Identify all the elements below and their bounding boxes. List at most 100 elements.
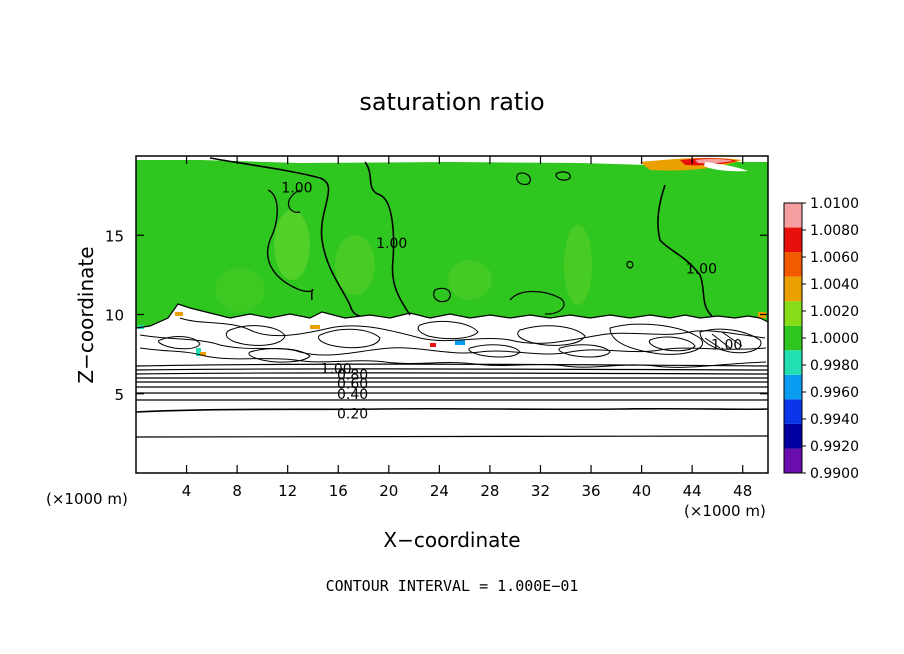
contour-label: 0.40 — [337, 387, 368, 403]
x-tick-label: 8 — [232, 482, 242, 500]
orange-speck — [200, 352, 206, 356]
contour-line-1.00 — [555, 171, 571, 181]
x-tick-label: 36 — [581, 482, 600, 500]
colorbar-swatch — [784, 399, 802, 424]
light-green-patch — [448, 260, 492, 300]
x-tick-label: 4 — [182, 482, 192, 500]
colorbar: 0.9900 0.9920 0.9940 0.9960 0.9980 1.0000 1.00… — [783, 196, 859, 482]
contour-label: 1.00 — [711, 338, 742, 354]
colorbar-label: 0.9960 — [810, 385, 859, 401]
contour-line-1.00 — [509, 290, 565, 315]
x-axis-label: X−coordinate — [383, 528, 520, 552]
colorbar-swatch — [784, 423, 802, 449]
contour-label: 1.00 — [281, 181, 312, 197]
light-green-patch — [274, 210, 310, 280]
light-green-patch — [215, 268, 265, 312]
contour-label: 1.00 — [321, 361, 352, 377]
top-white-band — [136, 156, 768, 165]
cloud-contour — [139, 347, 767, 368]
cloud-contour — [317, 328, 381, 349]
cloud-contour — [468, 344, 521, 358]
top-pink-streak — [695, 158, 733, 164]
light-green-patch — [564, 225, 592, 305]
colorbar-label: 0.9900 — [810, 466, 859, 482]
x-tick-label: 12 — [278, 482, 297, 500]
contour-line — [136, 372, 768, 375]
z-axis-unit-right: (×1000 m) — [684, 502, 766, 520]
cloud-contour — [517, 325, 586, 346]
cyan-speck — [455, 340, 465, 345]
colorbar-label: 1.0000 — [810, 331, 859, 347]
z-tick-label: 15 — [105, 227, 124, 245]
contour-line-1.00 — [287, 189, 301, 213]
z-tick-label: 10 — [105, 307, 124, 325]
contour-line — [136, 407, 768, 413]
cloud-boundary-line — [136, 303, 768, 329]
contour-label: 0.60 — [337, 376, 368, 392]
colorbar-label: 1.0040 — [810, 277, 859, 293]
contour-line-1.00 — [433, 287, 451, 303]
cloud-contour — [417, 320, 479, 340]
colorbar-swatch — [784, 227, 802, 253]
cloud-contour — [179, 317, 766, 344]
colorbar-label: 0.9940 — [810, 412, 859, 428]
contour-label: 0.20 — [337, 407, 368, 423]
contour-line-1.00 — [657, 184, 713, 317]
cloud-contour — [157, 336, 201, 350]
contour-line-1.00 — [209, 157, 361, 317]
z-axis-label: Z−coordinate — [74, 246, 98, 383]
x-tick-label: 44 — [683, 482, 702, 500]
contour-label: 0.80 — [337, 368, 368, 384]
colorbar-swatch — [784, 203, 802, 228]
cloud-contour — [648, 336, 696, 352]
colorbar-swatch — [784, 252, 802, 277]
colorbar-swatch — [784, 448, 802, 473]
x-tick-label: 16 — [329, 482, 348, 500]
orange-speck — [175, 312, 183, 316]
colorbar-swatch — [784, 325, 802, 351]
contour-label: 1.00 — [686, 262, 717, 278]
colorbar-label: 1.0060 — [810, 250, 859, 266]
contour-label: 1.00 — [376, 236, 407, 252]
colorbar-swatch — [784, 301, 802, 326]
x-tick-label: 48 — [733, 482, 752, 500]
cloud-contour — [609, 323, 703, 355]
colorbar-swatch — [784, 276, 802, 302]
contour-line-1.00 — [516, 172, 531, 185]
colorbar-swatch — [784, 350, 802, 375]
contour-interval-note: CONTOUR INTERVAL = 1.000E−01 — [325, 577, 579, 595]
cloud-contour — [558, 344, 611, 358]
colorbar-swatch — [784, 374, 802, 400]
contour-line-1.00 — [626, 260, 634, 269]
contour-line — [136, 368, 768, 371]
cloud-contour — [704, 331, 743, 349]
colorbar-label: 0.9980 — [810, 358, 859, 374]
cloud-contour — [225, 325, 286, 346]
x-tick-label: 24 — [430, 482, 449, 500]
contour-line — [136, 363, 768, 367]
cyan-speck — [196, 348, 201, 356]
z-tick-label: 5 — [114, 386, 124, 404]
cloud-contour — [699, 328, 762, 354]
orange-speck — [310, 325, 320, 329]
light-green-patch — [335, 235, 375, 295]
x-tick-label: 40 — [632, 482, 651, 500]
chart-title: saturation ratio — [359, 88, 545, 116]
colorbar-label: 1.0080 — [810, 223, 859, 239]
supersaturated-region — [136, 156, 768, 328]
colorbar-label: 1.0100 — [810, 196, 859, 212]
colorbar-label: 1.0020 — [810, 304, 859, 320]
x-axis-unit-left: (×1000 m) — [46, 490, 128, 508]
contour-line-1.00 — [266, 189, 314, 301]
top-white-tip — [704, 162, 748, 172]
contour-line-1.00 — [364, 161, 411, 316]
red-speck — [430, 343, 436, 347]
cloud-contour — [248, 348, 311, 363]
contour-line — [136, 435, 768, 438]
x-tick-label: 20 — [379, 482, 398, 500]
x-tick-label: 32 — [531, 482, 550, 500]
x-tick-label: 28 — [480, 482, 499, 500]
colorbar-label: 0.9920 — [810, 439, 859, 455]
